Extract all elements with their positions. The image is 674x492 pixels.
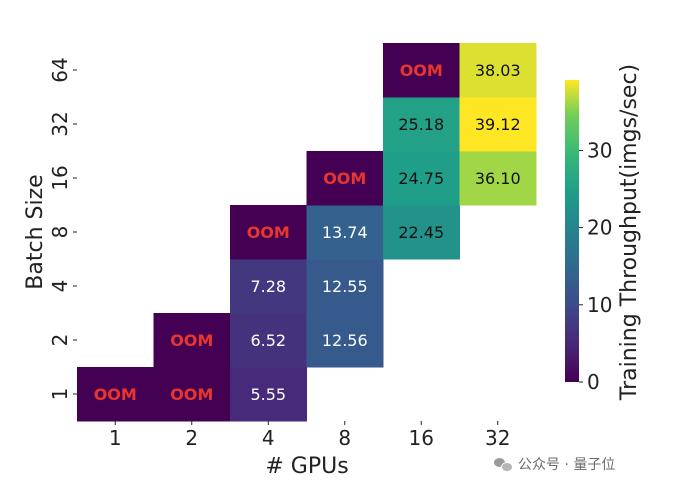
cell-fill xyxy=(306,259,384,314)
cell-fill xyxy=(306,151,384,206)
cell-fill xyxy=(459,97,537,152)
cell-fill xyxy=(153,313,231,368)
cell-fill xyxy=(383,151,460,206)
wechat-icon xyxy=(494,456,513,472)
colorbar-ticks: 0 10 20 30 xyxy=(579,138,612,394)
cell-value-label: 25.18 xyxy=(398,115,444,134)
y-tick-label: 2 xyxy=(48,334,72,347)
y-axis: 1 2 4 8 16 32 64 xyxy=(48,57,77,400)
x-axis: 1 2 4 8 16 32 xyxy=(109,421,510,450)
heatmap-cells: OOM OOM 5.55 OOM 6.52 12.56 7.28 12.55 OOM 13.74 2… xyxy=(77,43,537,422)
x-tick-label: 1 xyxy=(109,426,122,450)
cell-value-label: 38.03 xyxy=(475,61,521,80)
oom-label: OOM xyxy=(323,169,366,188)
cell-fill xyxy=(459,43,537,98)
colorbar-tick-label: 10 xyxy=(587,293,612,317)
heatmap-cell: 22.45 xyxy=(383,205,460,260)
heatmap-cell: 5.55 xyxy=(230,367,307,422)
heatmap-cell: OOM xyxy=(153,367,231,422)
oom-label: OOM xyxy=(400,61,443,80)
colorbar-tick-label: 0 xyxy=(587,370,600,394)
heatmap-cell: OOM xyxy=(383,43,460,98)
heatmap-cell: OOM xyxy=(306,151,384,206)
heatmap-cell: 13.74 xyxy=(306,205,384,260)
cell-fill xyxy=(153,367,231,422)
y-tick-label: 64 xyxy=(48,57,72,82)
heatmap-cell: OOM xyxy=(77,367,154,422)
y-axis-label: Batch Size xyxy=(23,174,48,289)
cell-value-label: 22.45 xyxy=(398,223,444,242)
cell-fill xyxy=(230,367,307,422)
cell-value-label: 36.10 xyxy=(475,169,521,188)
cell-value-label: 39.12 xyxy=(475,115,521,134)
heatmap-cell: 6.52 xyxy=(230,313,307,368)
oom-label: OOM xyxy=(247,223,290,242)
heatmap-cell: OOM xyxy=(230,205,307,260)
y-tick-label: 8 xyxy=(48,226,72,239)
colorbar-tick-label: 20 xyxy=(587,216,612,240)
cell-fill xyxy=(77,367,154,422)
cell-value-label: 24.75 xyxy=(398,169,444,188)
colorbar xyxy=(565,80,579,382)
x-tick-label: 16 xyxy=(409,426,434,450)
colorbar-tick-label: 30 xyxy=(587,138,612,162)
cell-fill xyxy=(230,205,307,260)
heatmap-cell: 24.75 xyxy=(383,151,460,206)
x-tick-label: 8 xyxy=(338,426,351,450)
x-tick-label: 32 xyxy=(485,426,510,450)
x-tick-label: 2 xyxy=(185,426,198,450)
y-tick-label: 16 xyxy=(48,165,72,190)
cell-fill xyxy=(383,43,460,98)
heatmap-cell: OOM xyxy=(153,313,231,368)
oom-label: OOM xyxy=(170,385,213,404)
cell-value-label: 6.52 xyxy=(250,331,286,350)
cell-value-label: 7.28 xyxy=(250,277,286,296)
cell-fill xyxy=(230,313,307,368)
cell-fill xyxy=(383,97,460,152)
y-tick-label: 32 xyxy=(48,111,72,136)
oom-label: OOM xyxy=(94,385,137,404)
heatmap-cell: 38.03 xyxy=(459,43,537,98)
cell-value-label: 5.55 xyxy=(250,385,286,404)
cell-fill xyxy=(459,151,537,206)
heatmap-cell: 12.55 xyxy=(306,259,384,314)
heatmap-cell: 7.28 xyxy=(230,259,307,314)
y-tick-label: 4 xyxy=(48,280,72,293)
y-tick-label: 1 xyxy=(48,388,72,401)
cell-value-label: 12.56 xyxy=(322,331,368,350)
cell-fill xyxy=(383,205,460,260)
heatmap-cell: 12.56 xyxy=(306,313,384,368)
x-tick-label: 4 xyxy=(262,426,275,450)
heatmap-cell: 39.12 xyxy=(459,97,537,152)
watermark: 公众号 · 量子位 xyxy=(494,454,615,474)
cell-value-label: 13.74 xyxy=(322,223,368,242)
x-axis-label: # GPUs xyxy=(265,454,348,479)
cell-value-label: 12.55 xyxy=(322,277,368,296)
colorbar-label: Training Throughput(imgs/sec) xyxy=(617,64,642,401)
heatmap-cell: 25.18 xyxy=(383,97,460,152)
cell-fill xyxy=(306,205,384,260)
oom-label: OOM xyxy=(170,331,213,350)
cell-fill xyxy=(306,313,384,368)
watermark-text: 公众号 · 量子位 xyxy=(518,457,616,473)
cell-fill xyxy=(230,259,307,314)
heatmap-cell: 36.10 xyxy=(459,151,537,206)
